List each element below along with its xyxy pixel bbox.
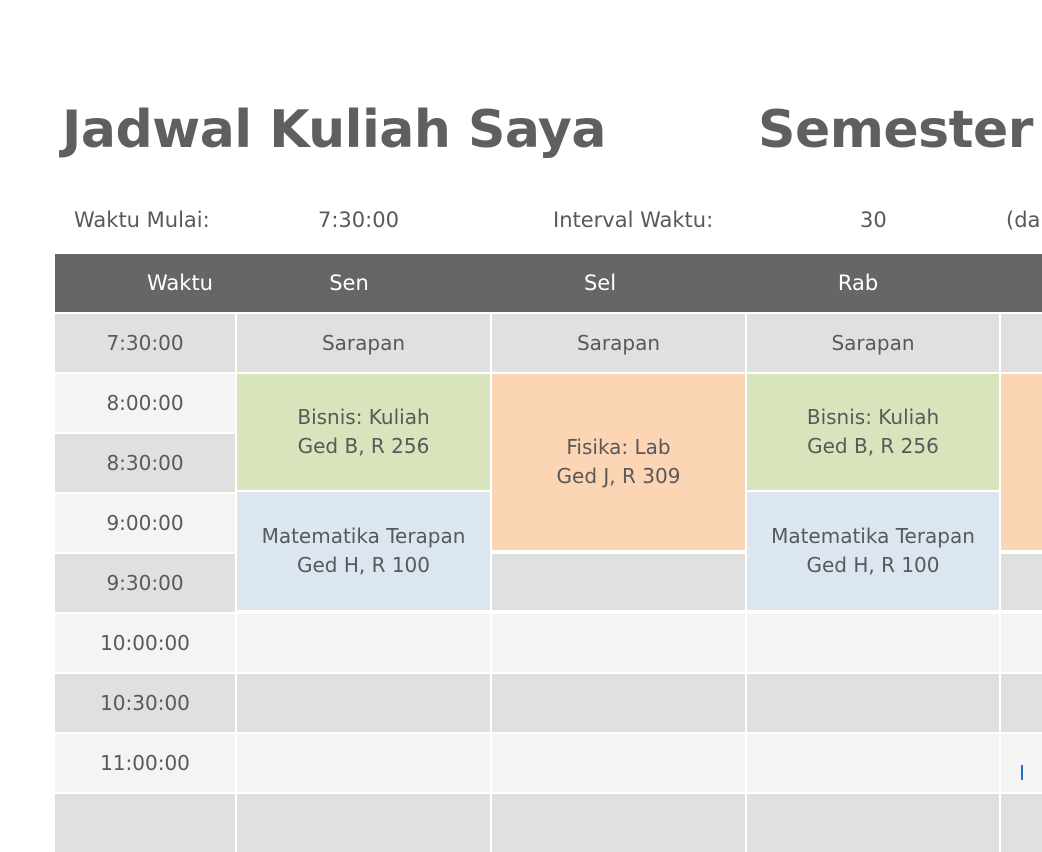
event-breakfast-thu[interactable] [1001, 314, 1042, 372]
text-cursor [1021, 765, 1023, 780]
time-cell: 9:30:00 [55, 554, 235, 612]
empty-cell[interactable] [492, 614, 745, 672]
event-location: Ged B, R 256 [807, 434, 939, 458]
start-time-label: Waktu Mulai: [74, 208, 210, 232]
empty-cell[interactable] [1001, 614, 1042, 672]
event-location: Ged H, R 100 [296, 553, 431, 577]
event-title: Matematika Terapan [771, 524, 975, 548]
empty-cell[interactable] [492, 674, 745, 732]
time-cell: 9:00:00 [55, 494, 235, 552]
header-time: Waktu [147, 271, 213, 295]
event-physics-tue[interactable]: Fisika: Lab Ged J, R 309 [492, 374, 745, 550]
event-breakfast-mon[interactable]: Sarapan [237, 314, 490, 372]
page-title: Jadwal Kuliah Saya [62, 100, 606, 160]
event-business-wed[interactable]: Bisnis: Kuliah Ged B, R 256 [747, 374, 999, 490]
empty-cell[interactable] [747, 674, 999, 732]
time-cell: 10:00:00 [55, 614, 235, 672]
interval-label: Interval Waktu: [553, 208, 714, 232]
empty-cell[interactable] [747, 734, 999, 792]
empty-cell[interactable] [492, 734, 745, 792]
time-cell: 10:30:00 [55, 674, 235, 732]
event-location: Ged J, R 309 [556, 464, 681, 488]
header-wed: Rab [837, 271, 879, 295]
empty-cell[interactable] [237, 674, 490, 732]
empty-cell[interactable] [1001, 674, 1042, 732]
event-title: Bisnis: Kuliah [806, 405, 940, 429]
empty-cell[interactable] [747, 794, 999, 852]
time-cell: 7:30:00 [55, 314, 235, 372]
event-breakfast-tue[interactable]: Sarapan [492, 314, 745, 372]
semester-title: Semester [758, 100, 1033, 160]
empty-cell[interactable] [492, 794, 745, 852]
empty-cell[interactable] [1001, 554, 1042, 610]
event-title: Fisika: Lab [566, 435, 671, 459]
event-title: Matematika Terapan [261, 524, 466, 548]
time-cell [55, 794, 235, 852]
empty-cell[interactable] [1001, 734, 1042, 792]
event-title: Bisnis: Kuliah [297, 405, 430, 429]
start-time-value[interactable]: 7:30:00 [318, 208, 399, 232]
event-math-mon[interactable]: Matematika Terapan Ged H, R 100 [237, 492, 490, 610]
empty-cell[interactable] [492, 554, 745, 610]
time-cell: 8:30:00 [55, 434, 235, 492]
event-math-wed[interactable]: Matematika Terapan Ged H, R 100 [747, 492, 999, 610]
empty-cell[interactable] [237, 794, 490, 852]
time-cell: 11:00:00 [55, 734, 235, 792]
empty-cell[interactable] [747, 614, 999, 672]
time-cell: 8:00:00 [55, 374, 235, 432]
empty-cell[interactable] [237, 734, 490, 792]
event-location: Ged B, R 256 [297, 434, 430, 458]
empty-cell[interactable] [1001, 794, 1042, 852]
interval-value[interactable]: 30 [860, 208, 887, 232]
event-business-mon[interactable]: Bisnis: Kuliah Ged B, R 256 [237, 374, 490, 490]
event-location: Ged H, R 100 [806, 553, 940, 577]
empty-cell[interactable] [237, 614, 490, 672]
header-tue: Sel [583, 271, 617, 295]
event-physics-thu[interactable] [1001, 374, 1042, 550]
interval-unit: (da [1006, 208, 1041, 232]
event-breakfast-wed[interactable]: Sarapan [747, 314, 999, 372]
header-mon: Sen [329, 271, 369, 295]
table-header [55, 254, 1042, 312]
